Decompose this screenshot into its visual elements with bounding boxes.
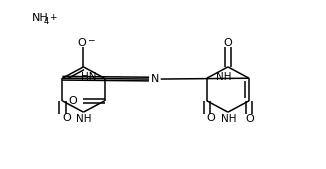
Text: O: O (69, 95, 78, 105)
Text: O: O (206, 113, 215, 123)
Text: NH: NH (221, 114, 236, 124)
Text: NH: NH (216, 72, 231, 82)
Text: HN: HN (81, 72, 96, 82)
Text: O: O (78, 38, 86, 48)
Text: O: O (224, 38, 232, 48)
Text: O: O (245, 114, 254, 124)
Text: NH: NH (32, 13, 48, 23)
Text: NH: NH (76, 114, 92, 124)
Text: −: − (87, 35, 95, 44)
Text: +: + (49, 13, 56, 22)
Text: N: N (151, 74, 159, 84)
Text: O: O (62, 113, 71, 123)
Text: 4: 4 (44, 17, 49, 26)
